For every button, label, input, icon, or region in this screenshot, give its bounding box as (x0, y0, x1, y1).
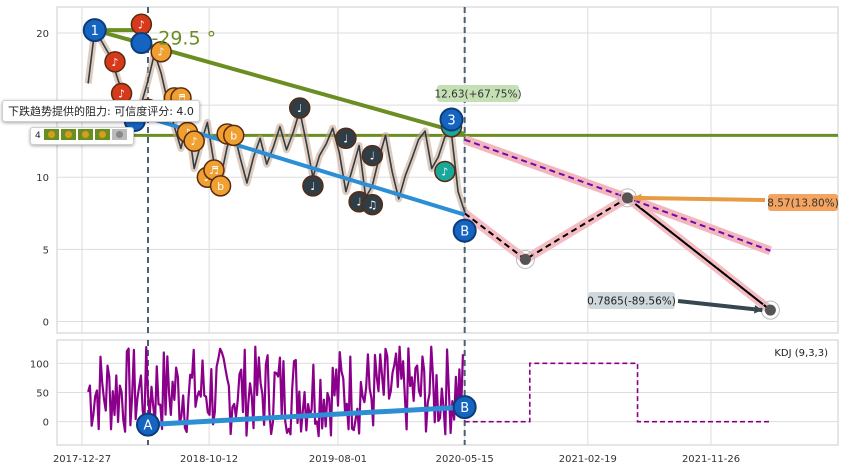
signal-marker (183, 130, 205, 152)
signal-marker-glyph: ♪ (441, 165, 448, 178)
price-line (87, 29, 466, 213)
rating-cell (94, 129, 110, 140)
last-price-callout-label: 12.63(+67.75%) (434, 89, 521, 101)
signal-marker-glyph: ♬ (176, 92, 186, 105)
last-price-callout-box (437, 85, 519, 102)
kdj-forecast-line (464, 362, 771, 423)
forecast-path-drop (626, 197, 771, 311)
rating-cell (111, 129, 127, 140)
x-tick-label: 2018-10-12 (180, 454, 238, 465)
point-marker (452, 218, 477, 243)
target-low-arrow-head (754, 304, 763, 314)
x-tick-label: 2021-11-26 (682, 454, 740, 465)
signal-marker (361, 144, 384, 167)
target-high-callout-box (768, 194, 838, 211)
forecast-node (621, 192, 633, 204)
point-marker-label: 3 (447, 114, 455, 129)
kdj-point-marker (135, 412, 160, 437)
forecast-node (764, 304, 776, 316)
resistance-tooltip-text: 下跌趋势提供的阻力: 可信度评分: 4.0 (8, 105, 194, 118)
signal-marker (288, 97, 311, 119)
signal-marker-glyph: ♩ (343, 132, 348, 145)
signal-marker (223, 124, 245, 147)
signal-marker-glyph: ♪ (118, 88, 125, 101)
signal-marker-glyph: ♩ (370, 150, 375, 163)
price-y-tick-label: 0 (43, 317, 49, 328)
signal-marker-glyph: ♪ (191, 135, 198, 148)
point-marker (130, 32, 153, 55)
kdj-y-tick-label: 100 (30, 359, 49, 370)
forecast-node-ring (515, 249, 535, 269)
kdj-y-tick-label: 0 (43, 418, 49, 429)
target-low-arrow (677, 299, 763, 313)
rating-cell (43, 129, 59, 140)
kdj-point-label: B (460, 401, 469, 416)
point-marker-label: 1 (91, 24, 99, 39)
signal-marker-glyph: ♩ (297, 102, 302, 115)
signal-marker (361, 193, 384, 216)
kdj-history-line (87, 345, 465, 438)
signal-marker-glyph: ♪ (111, 56, 118, 69)
forecast-node (519, 253, 531, 265)
signal-marker-glyph: b (230, 129, 237, 142)
signal-marker-glyph: ♪ (138, 18, 145, 31)
signal-marker (150, 40, 172, 63)
price-y-tick-label: 5 (43, 245, 49, 256)
rating-cell (77, 129, 93, 140)
x-tick-label: 2019-08-01 (309, 454, 367, 465)
signal-marker (335, 127, 357, 150)
signal-marker (434, 160, 456, 183)
signal-marker (104, 51, 126, 73)
kdj-y-tick-label: 50 (36, 389, 49, 400)
x-tick-label: 2021-02-19 (559, 454, 617, 465)
point-marker-label: B (460, 225, 469, 240)
target-high-arrow-head (633, 193, 642, 203)
signal-marker-glyph: ♫ (367, 199, 377, 212)
forecast-path-low (464, 196, 771, 311)
resistance-tooltip: 下跌趋势提供的阻力: 可信度评分: 4.0 (2, 100, 200, 122)
point-marker (439, 107, 464, 132)
x-tick-label: 2017-12-27 (53, 454, 111, 465)
kdj-legend: KDJ (9,3,3) (774, 348, 828, 359)
rating-tooltip: 4 (30, 127, 134, 145)
target-low-callout-label: 0.7865(-89.56%) (587, 296, 676, 308)
rating-cells (43, 129, 129, 143)
signal-marker (302, 175, 324, 197)
signal-marker-glyph: ♩ (310, 180, 315, 193)
signal-marker-glyph: ♩ (357, 196, 362, 209)
signal-marker-glyph: ♬ (209, 164, 219, 177)
kdj-trend-line (147, 404, 465, 428)
price-y-tick-label: 10 (36, 173, 49, 184)
kdj-point-marker (452, 395, 477, 420)
target-low-callout-box (588, 292, 675, 309)
price-y-tick-label: 20 (36, 29, 49, 40)
angle-label: -29.5 ° (151, 28, 216, 50)
signal-marker-glyph: ♪ (158, 46, 165, 59)
point-marker (82, 18, 107, 43)
rating-cell (60, 129, 76, 140)
x-tick-label: 2020-05-15 (436, 454, 494, 465)
target-high-arrow (633, 195, 766, 202)
rating-prefix: 4 (35, 131, 41, 141)
signal-marker (209, 175, 232, 197)
target-high-callout-label: 8.57(13.80%) (767, 198, 839, 210)
signal-marker-glyph: b (217, 180, 224, 193)
kdj-point-label: A (144, 419, 153, 434)
